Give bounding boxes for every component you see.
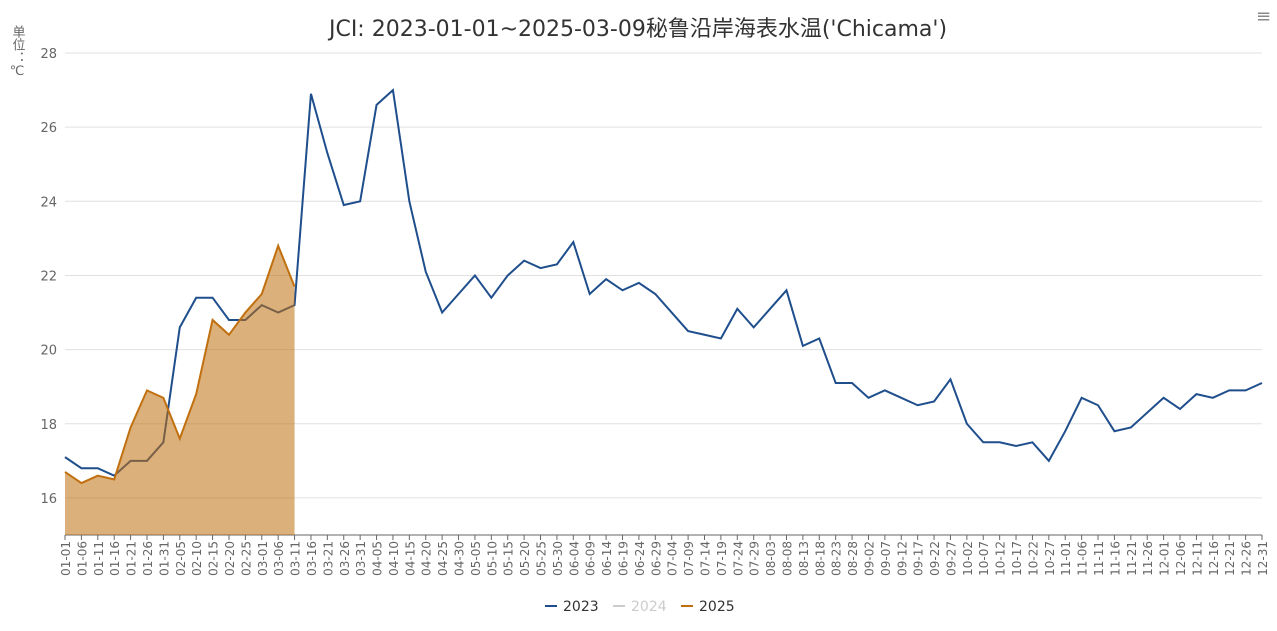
x-tick-label: 08-28 [846, 541, 860, 576]
x-tick-label: 05-10 [485, 541, 499, 576]
x-tick-label: 04-05 [371, 541, 385, 576]
x-tick-label: 01-11 [92, 541, 106, 576]
x-tick-label: 01-31 [157, 541, 171, 576]
x-tick-label: 06-24 [633, 541, 647, 576]
x-tick-label: 12-11 [1190, 541, 1204, 576]
x-tick-label: 12-26 [1240, 541, 1254, 576]
x-tick-label: 06-19 [617, 541, 631, 576]
x-tick-label: 05-30 [551, 541, 565, 576]
x-tick-label: 06-29 [649, 541, 663, 576]
x-tick-label: 05-15 [502, 541, 516, 576]
x-tick-label: 07-19 [715, 541, 729, 576]
x-tick-label: 04-10 [387, 541, 401, 576]
legend-label[interactable]: 2024 [631, 599, 667, 615]
x-tick-label: 10-22 [1026, 541, 1040, 576]
x-tick-label: 03-11 [289, 541, 303, 576]
x-tick-label: 09-17 [912, 541, 926, 576]
x-tick-label: 07-09 [682, 541, 696, 576]
y-tick-label: 26 [40, 121, 57, 136]
x-tick-label: 06-14 [600, 541, 614, 576]
x-tick-label: 03-21 [321, 541, 335, 576]
x-tick-label: 11-06 [1076, 541, 1090, 576]
x-tick-label: 08-13 [797, 541, 811, 576]
y-tick-label: 22 [40, 269, 57, 284]
x-tick-label: 11-11 [1092, 541, 1106, 576]
x-tick-label: 08-23 [830, 541, 844, 576]
x-tick-label: 04-30 [453, 541, 467, 576]
x-tick-label: 03-31 [354, 541, 368, 576]
menu-icon[interactable]: ≡ [1256, 6, 1271, 27]
x-tick-label: 07-24 [731, 541, 745, 576]
x-tick-label: 06-04 [567, 541, 581, 576]
x-tick-label: 04-25 [436, 541, 450, 576]
y-axis-label: 单位：℃ [10, 25, 26, 79]
legend-label[interactable]: 2023 [563, 599, 599, 615]
x-tick-label: 02-20 [223, 541, 237, 576]
chart-title: JCI: 2023-01-01~2025-03-09秘鲁沿岸海表水温('Chic… [327, 17, 947, 42]
x-tick-label: 12-16 [1207, 541, 1221, 576]
x-tick-label: 01-26 [141, 541, 155, 576]
x-tick-label: 10-02 [961, 541, 975, 576]
x-tick-label: 03-06 [272, 541, 286, 576]
x-tick-label: 12-01 [1158, 541, 1172, 576]
x-tick-label: 02-15 [207, 541, 221, 576]
x-tick-label: 09-12 [895, 541, 909, 576]
legend-label[interactable]: 2025 [699, 599, 735, 615]
x-tick-label: 07-29 [748, 541, 762, 576]
x-tick-label: 12-21 [1223, 541, 1237, 576]
x-tick-label: 07-14 [698, 541, 712, 576]
x-tick-label: 01-01 [59, 541, 73, 576]
x-tick-label: 11-26 [1141, 541, 1155, 576]
x-tick-label: 12-06 [1174, 541, 1188, 576]
x-tick-label: 04-20 [420, 541, 434, 576]
x-tick-label: 01-06 [75, 541, 89, 576]
x-tick-label: 05-05 [469, 541, 483, 576]
x-tick-label: 09-27 [944, 541, 958, 576]
x-tick-label: 10-07 [977, 541, 991, 576]
x-tick-label: 05-25 [535, 541, 549, 576]
x-tick-label: 07-04 [666, 541, 680, 576]
x-tick-label: 04-15 [403, 541, 417, 576]
x-tick-label: 02-25 [239, 541, 253, 576]
x-tick-label: 10-12 [994, 541, 1008, 576]
x-tick-label: 03-16 [305, 541, 319, 576]
x-tick-label: 09-22 [928, 541, 942, 576]
x-tick-label: 01-21 [125, 541, 139, 576]
y-tick-label: 24 [40, 195, 57, 210]
x-tick-label: 02-05 [174, 541, 188, 576]
x-tick-label: 08-03 [764, 541, 778, 576]
x-tick-label: 09-02 [862, 541, 876, 576]
x-tick-label: 11-16 [1108, 541, 1122, 576]
x-tick-label: 12-31 [1256, 541, 1270, 576]
y-tick-label: 16 [40, 492, 57, 507]
area [65, 245, 295, 536]
line [64, 242, 296, 485]
y-tick-label: 20 [40, 344, 57, 359]
x-tick-label: 01-16 [108, 541, 122, 576]
x-tick-label: 11-01 [1059, 541, 1073, 576]
x-tick-label: 02-10 [190, 541, 204, 576]
x-tick-label: 05-20 [518, 541, 532, 576]
x-tick-label: 08-18 [813, 541, 827, 576]
x-tick-label: 10-17 [1010, 541, 1024, 576]
x-tick-label: 03-01 [256, 541, 270, 576]
x-tick-label: 06-09 [584, 541, 598, 576]
x-tick-label: 03-26 [338, 541, 352, 576]
y-tick-label: 28 [40, 47, 57, 62]
y-tick-label: 18 [40, 418, 57, 433]
x-tick-label: 10-27 [1043, 541, 1057, 576]
x-tick-label: 08-08 [780, 541, 794, 576]
x-tick-label: 11-21 [1125, 541, 1139, 576]
x-tick-label: 09-07 [879, 541, 893, 576]
